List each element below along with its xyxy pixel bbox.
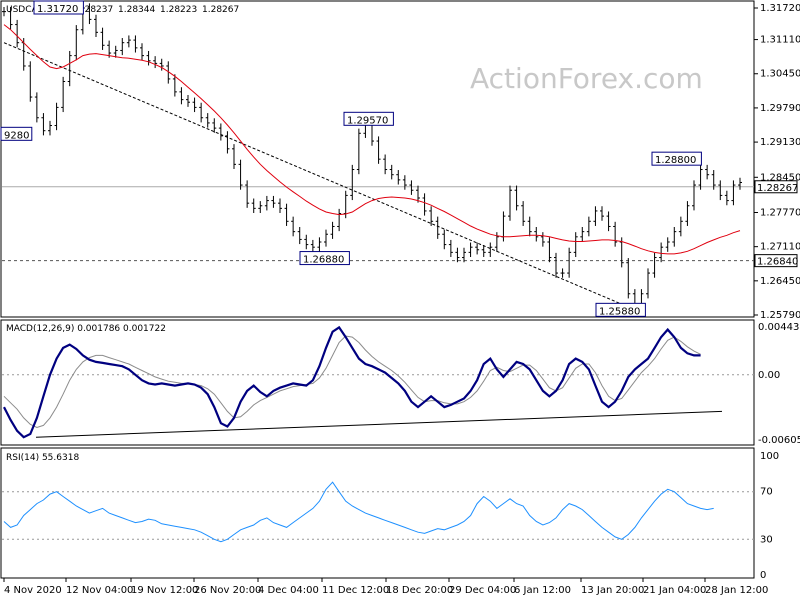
annotation-box [595,302,646,317]
rsi-tick-label: 30 [760,534,773,545]
current-price-box [754,180,798,194]
rsi-tick-label: 70 [760,487,773,498]
price-tick-label: 1.30450 [760,69,800,80]
price-annotation: 1.31720 [33,0,84,15]
annotation-label: 1.25880 [599,306,640,317]
annotation-box [299,251,350,266]
rsi-title: RSI(14) 55.6318 [6,453,79,463]
x-tick-label: 11 Dec 12:00 [322,585,389,596]
macd-tick-label: -0.006057 [758,435,800,446]
macd-trendline [35,410,723,438]
current-price-label: 1.28267 [757,183,798,194]
rsi-tick-label: 100 [760,451,779,462]
annotation-label: 1.29570 [347,115,388,126]
level-label: 1.26840 [757,257,798,268]
price-tick-label: 1.29130 [760,137,800,148]
x-tick-label: 26 Nov 20:00 [194,585,261,596]
price-tick-label: 1.25790 [760,310,800,321]
low-value: 1.28223 [160,5,197,15]
watermark: ActionForex.com [470,62,703,95]
x-tick-label: 12 Nov 04:00 [66,585,133,596]
price-annotation: 1.28800 [651,151,702,166]
price-trendline [3,42,641,313]
x-tick-label: 6 Jan 12:00 [514,585,571,596]
annotation-label: 9280 [4,130,29,141]
symbol-label: USDCAD,H4 [6,5,60,15]
price-tick-label: 1.31110 [760,35,800,46]
rsi-panel [0,447,755,579]
axes-group: 1.31720 1.31110 1.30450 1.29790 1.29130 1.284… [3,3,800,596]
price-annotation: 1.25880 [595,302,646,317]
x-tick-label: 19 Nov 12:00 [131,585,198,596]
price-tick-label: 1.29790 [760,103,800,114]
rsi-line [3,481,714,543]
macd-tick-label: 0.00 [758,370,780,381]
macd-series-group [2,325,754,439]
price-annotation: 9280 [0,126,33,141]
annotation-label: 1.31720 [37,4,78,15]
price-panel [0,0,755,318]
x-tick-label: 21 Jan 04:00 [643,585,706,596]
price-annotation: 1.29570 [343,111,394,126]
annotation-label: 1.26880 [303,255,344,266]
macd-title: MACD(12,26,9) 0.001786 0.001722 [6,324,166,334]
rsi-series-group [2,481,754,543]
macd-line [3,325,701,439]
open-value: 1.28237 [76,5,113,15]
x-tick-label: 18 Dec 20:00 [386,585,453,596]
high-value: 1.28344 [118,5,155,15]
annotation-label: 1.28800 [655,155,696,166]
annotation-box [0,126,33,141]
level-box [754,254,798,268]
x-tick-label: 4 Nov 2020 [4,585,62,596]
annotation-box [651,151,702,166]
price-series-group: 1.31720 9280 1.29570 1.26880 1.28800 1.25880 [0,0,754,317]
annotation-box [343,111,394,126]
macd-panel [0,319,755,446]
price-tick-label: 1.27770 [760,207,800,218]
price-tick-label: 1.31720 [760,3,800,14]
price-annotation: 1.26880 [299,251,350,266]
x-tick-label: 13 Jan 20:00 [581,585,644,596]
x-tick-label: 4 Dec 04:00 [258,585,319,596]
x-tick-label: 29 Dec 04:00 [449,585,516,596]
annotation-box [33,0,84,15]
moving-average-line [3,24,741,255]
x-tick-label: 28 Jan 12:00 [705,585,768,596]
macd-tick-label: 0.004439 [758,322,800,333]
price-tick-label: 1.26450 [760,276,800,287]
price-tick-label: 1.27110 [760,242,800,253]
close-value: 1.28267 [202,5,239,15]
rsi-tick-label: 0 [760,570,766,581]
price-tick-label: 1.28450 [760,172,800,183]
